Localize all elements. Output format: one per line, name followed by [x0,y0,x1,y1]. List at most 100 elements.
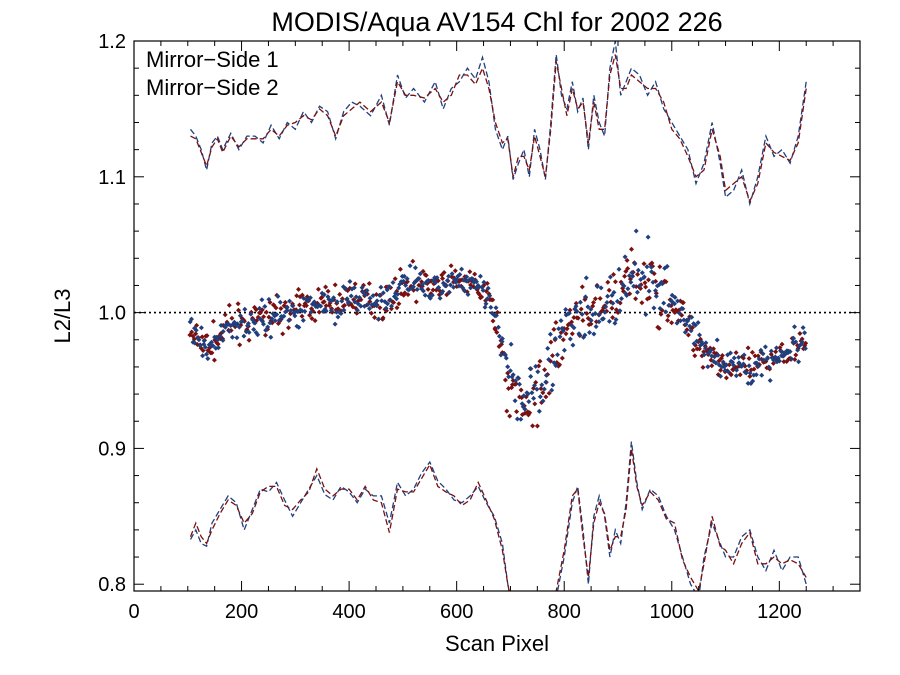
series-2-point [571,315,577,320]
series-2-point [752,353,758,359]
series-1-point [630,273,636,279]
series-2-point [584,311,590,316]
series-2-point [781,359,787,365]
series-2-point [530,423,536,429]
series-2-point [656,325,662,331]
series-1-point [241,333,247,339]
series-1-point [488,304,494,310]
series-1-point [535,369,541,375]
series-1-point [534,386,540,392]
series-1-point [425,277,431,283]
series-1-point [758,347,764,353]
series-1-point [541,386,547,392]
series-1-point [281,313,287,319]
series-1-point [365,301,371,307]
series-1-point [252,320,258,326]
series-1-point [420,288,426,294]
series-2-point [514,409,520,415]
series-1-point [540,398,546,404]
series-1-point [583,275,589,281]
series-2-point [611,272,616,277]
series-1-point [550,382,556,388]
series-1-point [487,293,493,299]
series-1-point [198,325,204,331]
series-2-point [580,318,586,323]
series-1-point [401,273,407,279]
series-1-point [776,358,782,364]
series-1-point [650,279,656,285]
series-1-point [237,313,243,319]
series-1-point [346,299,352,305]
series-2-point [210,318,216,324]
series-2-point [226,302,232,308]
series-2-point [635,271,641,277]
series-1-point [760,351,766,357]
series-2-point [559,355,565,361]
series-1-point [725,369,731,375]
series-1-point [537,394,543,400]
series-1-point [558,318,564,324]
series-2-point [377,305,383,311]
series-2-point [372,315,378,320]
series-2-point [502,377,508,383]
series-1-point [234,335,240,341]
series-1-point [517,381,522,387]
series-2-point [557,362,563,368]
series-1-point [543,372,549,378]
series-1-point [444,278,450,283]
series-2-point [642,280,648,286]
series-2-point [420,268,426,274]
series-2-point [263,332,268,338]
x-tick-label: 200 [225,601,258,623]
series-1-point [493,305,499,311]
series-1-point [323,308,329,314]
series-1-point [802,330,808,336]
series-1-point [462,288,468,294]
x-axis-label: Scan Pixel [445,631,549,656]
series-1-point [257,305,262,311]
series-1-point [331,295,337,301]
series-2-point [309,316,315,321]
series-1-point [422,292,428,298]
series-1-point [594,284,600,289]
series-1-point [756,356,762,362]
series-1-point [692,322,698,328]
series-2-point [792,357,798,362]
series-1-point [610,300,616,306]
series-1-point [596,319,602,325]
series-1-point [588,306,594,312]
series-2-point [726,362,732,368]
series-1-point [734,367,740,373]
series-2-point [536,363,542,369]
series-1-point [363,292,368,298]
series-1-point [556,326,562,332]
series-1-point [284,305,290,310]
series-2-point [773,349,779,355]
series-2-point [236,307,241,313]
series-1-point [229,334,235,340]
series-1-point [563,307,569,312]
y-tick-label: 1.1 [98,167,126,189]
series-1-point [685,316,691,322]
series-2-point [299,313,305,319]
series-1-point [277,317,282,323]
series-2-point [606,287,612,293]
series-1-point [793,339,799,345]
series-2-point [700,364,706,370]
series-1-point [724,362,729,368]
series-1-point [557,334,563,340]
series-2-point [669,320,675,326]
series-1-point [691,341,697,347]
series-1-point [743,370,749,376]
series-1-point [239,318,245,324]
series-1-point [218,322,224,328]
series-1-point [639,270,645,276]
series-2-point [658,311,664,317]
series-2-point [680,300,686,306]
series-2-point [551,326,557,332]
series-2-point [663,279,669,285]
series-1-point [460,285,466,291]
series-2-point [665,317,671,323]
series-2-point [534,423,540,429]
